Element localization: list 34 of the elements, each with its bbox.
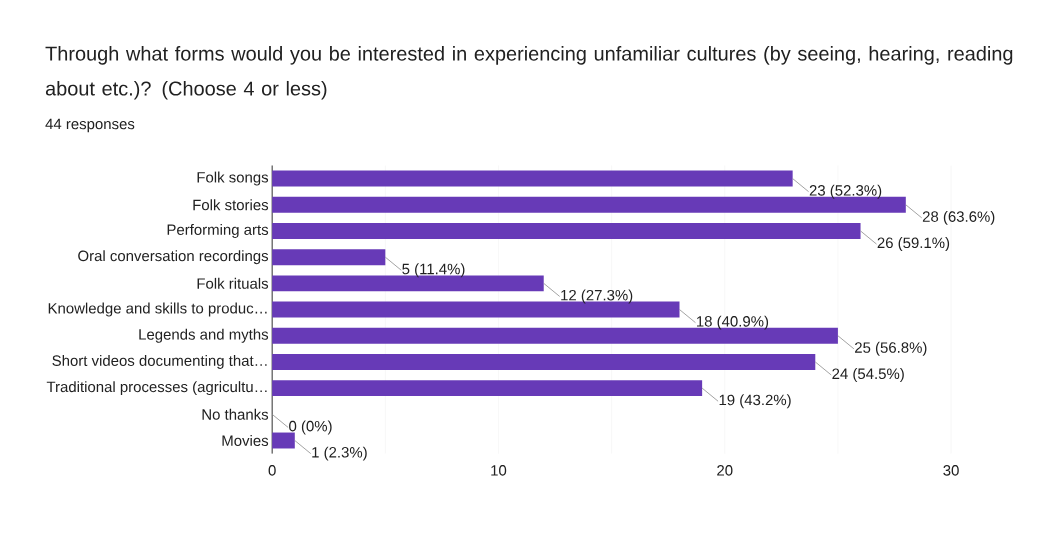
y-tick-label: Short videos documenting that… (52, 354, 267, 369)
y-tick-label: Legends and myths (139, 328, 269, 343)
data-label: 24 (54.5%) (832, 367, 904, 382)
text: 44 responses (45, 118, 135, 133)
chart-title: Through what forms would you be interested in experiencing unfamiliar cultures (by seeing, hearing, reading about etc.)? (Choose 4 or less) (45, 45, 1013, 100)
bar (272, 379, 703, 396)
y-tick-label: Folk rituals (197, 277, 269, 289)
data-label: 28 (63.6%) (922, 210, 995, 225)
bar (272, 353, 816, 370)
y-tick-label: Movies (222, 434, 269, 446)
data-label: 12 (27.3%) (561, 289, 633, 304)
data-label: 26 (59.1%) (877, 236, 950, 251)
x-tick-label: 0 (268, 464, 276, 476)
y-tick-label: Performing arts (167, 223, 269, 238)
x-tick-label: 30 (943, 464, 959, 476)
x-tick-label: 20 (717, 464, 733, 476)
y-tick-label: Knowledge and skills to produc… (48, 302, 267, 317)
data-label: 19 (43.2%) (719, 394, 791, 409)
y-tick-label: No thanks (202, 408, 269, 420)
x-tick-label: 10 (491, 464, 507, 476)
y-tick-label: Folk songs (197, 171, 269, 186)
data-label: 0 (0%) (289, 420, 332, 435)
y-tick-label: Folk stories (193, 199, 269, 211)
data-label: 5 (11.4%) (402, 263, 465, 278)
data-label: 25 (56.8%) (855, 341, 927, 356)
bar (272, 170, 793, 187)
data-label: 23 (52.3%) (809, 184, 882, 199)
bar (272, 222, 861, 239)
bar (272, 249, 386, 265)
y-tick-label: Traditional processes (agricultu… (46, 380, 267, 395)
data-label: 1 (2.3%) (312, 446, 367, 461)
y-tick-label: Oral conversation recordings (78, 250, 269, 264)
bar (272, 432, 295, 449)
data-label: 18 (40.9%) (697, 315, 769, 330)
